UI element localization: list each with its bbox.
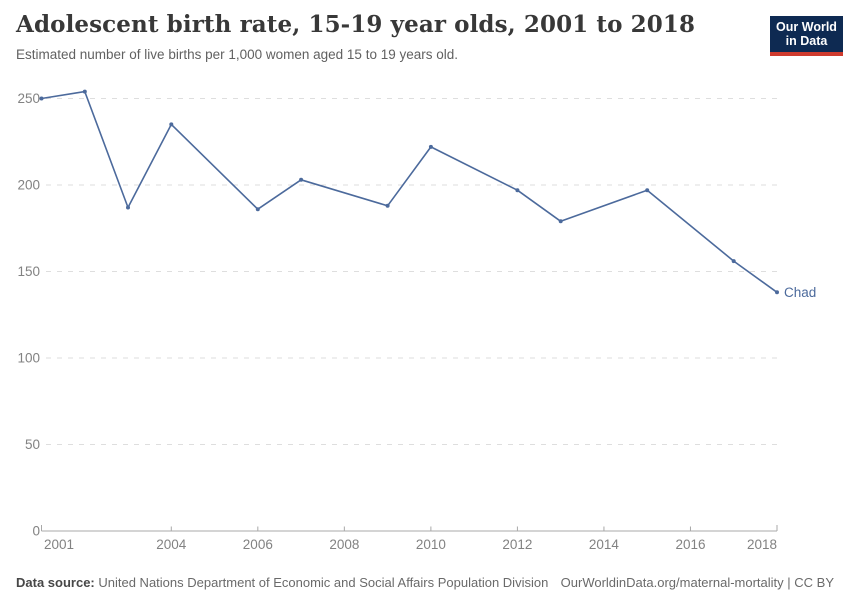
owid-logo-line1: Our World xyxy=(776,20,837,34)
data-point[interactable] xyxy=(126,205,130,210)
owid-link[interactable]: OurWorldinData.org/maternal-mortality | … xyxy=(560,575,834,590)
data-point[interactable] xyxy=(82,89,87,94)
data-point[interactable] xyxy=(428,144,433,149)
data-source-label: Data source: xyxy=(16,575,95,590)
x-tick-label: 2010 xyxy=(416,537,446,552)
x-tick-label: 2016 xyxy=(675,537,705,552)
x-tick-label: 2012 xyxy=(502,537,532,552)
y-tick-label: 150 xyxy=(17,264,40,279)
chart-header: Adolescent birth rate, 15-19 year olds, … xyxy=(16,10,756,63)
data-point[interactable] xyxy=(645,188,650,193)
y-tick-label: 200 xyxy=(17,178,40,193)
data-point[interactable] xyxy=(385,203,390,208)
data-point[interactable] xyxy=(299,177,304,182)
data-point[interactable] xyxy=(169,122,174,127)
x-tick-label: 2004 xyxy=(156,537,187,552)
y-tick-label: 50 xyxy=(25,437,40,452)
x-tick-label: 2008 xyxy=(329,537,359,552)
data-point[interactable] xyxy=(558,219,563,224)
data-point[interactable] xyxy=(39,96,44,101)
chart-footer: Data source: United Nations Department o… xyxy=(16,575,834,590)
x-tick-label: 2014 xyxy=(589,537,620,552)
owid-logo[interactable]: Our World in Data xyxy=(770,16,843,56)
chart-subtitle: Estimated number of live births per 1,00… xyxy=(16,47,458,62)
y-tick-label: 0 xyxy=(32,524,40,539)
chart-title: Adolescent birth rate, 15-19 year olds, … xyxy=(16,11,696,38)
data-line[interactable] xyxy=(40,90,778,294)
data-point[interactable] xyxy=(515,188,520,193)
x-tick-label: 2001 xyxy=(44,537,74,552)
data-point[interactable] xyxy=(731,259,736,264)
data-point[interactable] xyxy=(255,207,260,212)
y-tick-label: 250 xyxy=(17,91,40,106)
data-source-note: Data source: United Nations Department o… xyxy=(16,575,548,590)
y-tick-label: 100 xyxy=(17,351,40,366)
data-source-text: United Nations Department of Economic an… xyxy=(94,575,549,590)
data-point[interactable] xyxy=(775,290,779,295)
x-tick-label: 2006 xyxy=(243,537,273,552)
series-end-label[interactable]: Chad xyxy=(784,285,816,300)
x-tick-label: 2018 xyxy=(747,537,777,552)
owid-logo-line2: in Data xyxy=(785,34,828,48)
